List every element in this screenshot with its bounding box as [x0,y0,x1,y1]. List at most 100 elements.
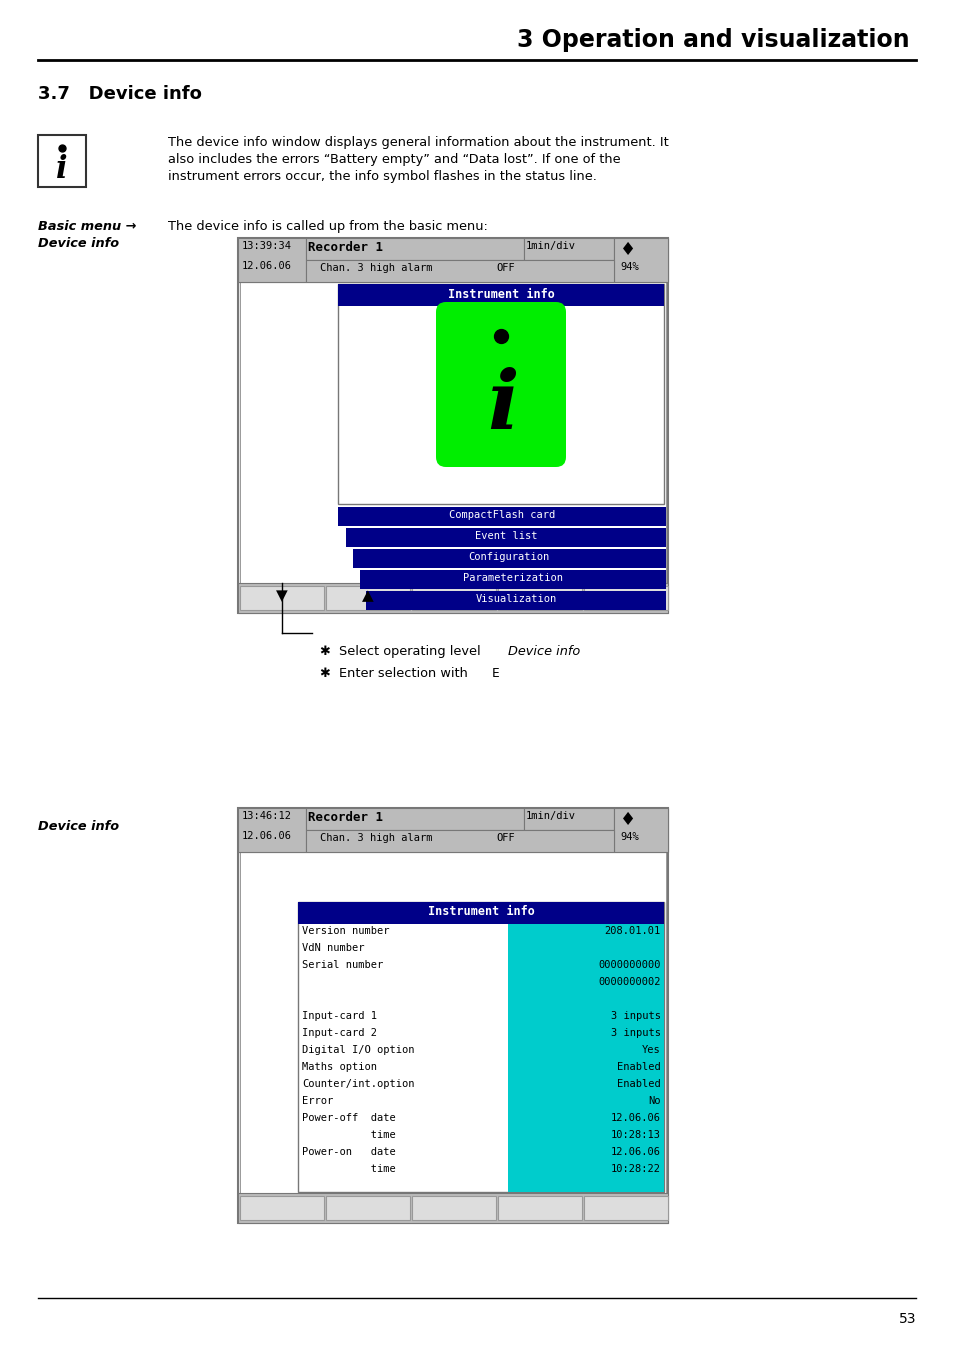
Bar [237,238,667,282]
Text: 3 Operation and visualization: 3 Operation and visualization [517,28,909,53]
Text: Instrument info: Instrument info [427,904,534,918]
Bar [497,1196,581,1220]
Bar [497,586,581,610]
Text: 3.7   Device info: 3.7 Device info [38,85,202,103]
Text: time: time [302,1164,395,1174]
Text: 1min/div: 1min/div [525,811,576,821]
Text: The device info is called up from the basic menu:: The device info is called up from the ba… [168,220,487,234]
Text: Version number: Version number [302,926,389,936]
Bar [353,549,665,568]
Text: i: i [487,367,518,447]
Text: 13:39:34: 13:39:34 [242,242,292,251]
Bar [583,1196,667,1220]
Text: The device info window displays general information about the instrument. It: The device info window displays general … [168,136,668,148]
Bar [337,284,663,306]
Bar [237,809,306,852]
Text: Recorder 1: Recorder 1 [308,242,382,254]
Text: 13:46:12: 13:46:12 [242,811,292,821]
Text: also includes the errors “Battery empty” and “Data lost”. If one of the: also includes the errors “Battery empty”… [168,153,620,166]
Text: 3 inputs: 3 inputs [610,1027,660,1038]
Bar [306,809,523,830]
Text: Device info: Device info [38,819,119,833]
Text: 12.06.06: 12.06.06 [610,1112,660,1123]
Bar [306,261,614,282]
Text: 1min/div: 1min/div [525,242,576,251]
Text: instrument errors occur, the info symbol flashes in the status line.: instrument errors occur, the info symbol… [168,170,597,184]
Bar [326,586,410,610]
Bar [237,809,667,852]
Bar [38,135,86,188]
Bar [240,852,665,1193]
Text: Error: Error [302,1096,333,1106]
Bar [306,238,523,261]
Text: Parameterization: Parameterization [462,572,562,583]
Bar [240,586,324,610]
Text: No: No [648,1096,660,1106]
Text: 10:28:13: 10:28:13 [610,1130,660,1139]
Text: Power-on   date: Power-on date [302,1148,395,1157]
Bar [297,902,663,923]
Text: 0000000002: 0000000002 [598,977,660,987]
Text: ♦: ♦ [619,811,636,829]
Text: time: time [302,1130,395,1139]
Bar [359,570,665,589]
Text: Recorder 1: Recorder 1 [308,811,382,824]
Bar [237,1193,667,1223]
Bar [240,1196,324,1220]
Bar [297,902,663,1192]
Text: 12.06.06: 12.06.06 [242,261,292,271]
Text: 3 inputs: 3 inputs [610,1011,660,1021]
Text: CompactFlash card: CompactFlash card [449,510,555,520]
Bar [614,238,667,282]
Text: Input-card 2: Input-card 2 [302,1027,376,1038]
Text: Enabled: Enabled [617,1079,660,1089]
Text: Chan. 3 high alarm: Chan. 3 high alarm [319,833,432,842]
Bar [337,284,663,504]
Text: ▼: ▼ [275,589,288,603]
Text: Digital I/O option: Digital I/O option [302,1045,414,1054]
Bar [523,809,614,830]
Text: 94%: 94% [619,262,639,271]
Text: ✱  Enter selection with: ✱ Enter selection with [319,667,472,680]
Text: E: E [492,667,499,680]
Text: i: i [56,154,68,185]
Bar [412,586,496,610]
Text: ♦: ♦ [619,242,636,259]
Text: Serial number: Serial number [302,960,383,971]
Text: ▲: ▲ [362,589,374,603]
Text: Instrument info: Instrument info [447,288,554,301]
Bar [240,282,665,583]
Text: Device info: Device info [38,238,119,250]
Text: Yes: Yes [641,1045,660,1054]
Text: ✱  Select operating level: ✱ Select operating level [319,645,484,657]
Text: Power-off  date: Power-off date [302,1112,395,1123]
Bar [237,238,306,282]
Bar [326,1196,410,1220]
Text: Input-card 1: Input-card 1 [302,1011,376,1021]
Bar [237,583,667,613]
Bar [237,809,667,1223]
Text: Basic menu →: Basic menu → [38,220,136,234]
Bar [237,238,667,613]
Bar [614,809,667,852]
Bar [366,591,665,610]
Text: 53: 53 [898,1312,915,1326]
Bar [346,528,665,547]
Text: 208.01.01: 208.01.01 [604,926,660,936]
Text: Visualization: Visualization [475,594,556,603]
Text: Device info: Device info [507,645,579,657]
Text: Maths option: Maths option [302,1062,376,1072]
Bar [583,586,667,610]
Bar [306,830,614,852]
Text: Counter/int.option: Counter/int.option [302,1079,414,1089]
Text: 12.06.06: 12.06.06 [610,1148,660,1157]
FancyBboxPatch shape [436,302,565,467]
Text: 12.06.06: 12.06.06 [242,832,292,841]
Bar [523,238,614,261]
Bar [337,508,665,526]
Text: Event list: Event list [475,531,537,541]
Text: Enabled: Enabled [617,1062,660,1072]
Text: Configuration: Configuration [468,552,549,562]
Text: 10:28:22: 10:28:22 [610,1164,660,1174]
Text: 94%: 94% [619,832,639,842]
